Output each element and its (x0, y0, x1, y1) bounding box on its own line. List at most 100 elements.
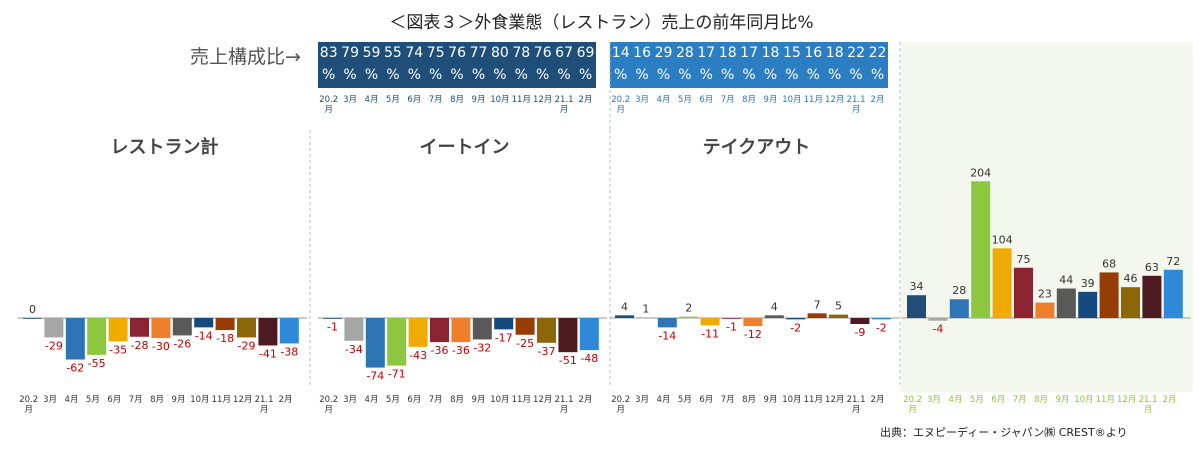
bar (871, 318, 891, 320)
composition-value: 76 (533, 45, 552, 61)
composition-value: 75 (426, 45, 445, 61)
percent-sign: % (656, 67, 671, 83)
bar (537, 318, 556, 343)
bar (722, 318, 741, 319)
bottom-month-label: 9月 (171, 395, 186, 405)
percent-sign: % (699, 67, 713, 83)
composition-cell: 18% (824, 42, 846, 88)
percent-sign: % (849, 67, 863, 83)
bar (194, 318, 214, 328)
composition-value: 76 (448, 45, 466, 61)
data-label: 1 (642, 302, 649, 315)
bottom-month-label: 4月 (948, 395, 963, 405)
composition-value: 17 (740, 45, 758, 61)
data-label: -1 (327, 321, 338, 334)
bottom-month-label: 10月 (782, 395, 802, 405)
bottom-month-label: 12月 (1117, 395, 1137, 405)
strip-month-label: 12月 (533, 95, 553, 105)
data-label: 204 (970, 166, 991, 179)
composition-value: 29 (654, 45, 673, 61)
bottom-month-label: 5月 (677, 395, 692, 405)
bottom-month-label: 20.2月 (903, 395, 923, 415)
data-label: -12 (744, 328, 762, 341)
bottom-month-label: 11月 (511, 395, 531, 405)
bar (949, 299, 969, 318)
composition-cell: 17% (695, 42, 717, 88)
data-label: -34 (345, 343, 363, 356)
bottom-month-label: 6月 (991, 395, 1006, 405)
composition-cell: 78% (510, 42, 532, 88)
bar (430, 318, 449, 343)
composition-cell: 55% (382, 42, 404, 88)
bottom-month-label: 21.1月 (254, 395, 274, 415)
composition-cell: 14% (610, 42, 632, 88)
bottom-month-label: 6月 (107, 395, 122, 405)
data-label: 46 (1124, 272, 1138, 285)
percent-sign: % (557, 67, 571, 83)
strip-month-label: 12月 (825, 95, 845, 105)
data-label: -48 (580, 352, 598, 365)
bottom-month-label: 4月 (64, 395, 79, 405)
composition-cell: 29% (652, 42, 675, 88)
panel-title: レストラン計 (110, 137, 219, 158)
bottom-month-label: 3月 (343, 395, 358, 405)
bottom-month-label: 9月 (763, 395, 778, 405)
bottom-month-label: 5月 (385, 395, 400, 405)
data-label: 63 (1145, 261, 1159, 274)
bar (657, 318, 677, 328)
bar (786, 318, 806, 320)
bottom-month-label: 11月 (803, 395, 823, 405)
composition-cell: 79% (339, 42, 361, 88)
bar (1163, 269, 1183, 318)
bottom-month-label: 20.2月 (611, 395, 631, 415)
composition-cell: 77% (467, 42, 490, 88)
bottom-month-label: 2月 (578, 395, 593, 405)
data-label: 23 (1038, 288, 1052, 301)
bar (764, 315, 784, 318)
bar (928, 318, 948, 321)
bottom-month-label: 6月 (407, 395, 422, 405)
bar (472, 318, 492, 340)
bottom-month-label: 2月 (1162, 395, 1177, 405)
data-label: 5 (835, 300, 842, 313)
bar (87, 318, 107, 355)
bottom-month-label: 11月 (211, 395, 231, 405)
strip-month-label: 6月 (407, 95, 422, 105)
composition-value: 74 (405, 45, 424, 61)
bottom-month-label: 12月 (825, 395, 845, 405)
bar (108, 318, 128, 342)
percent-sign: % (493, 67, 507, 83)
data-label: -41 (259, 347, 277, 360)
data-label: 34 (910, 280, 924, 293)
composition-cell: 18% (717, 42, 739, 88)
chart-title: ＜図表３＞外食業態（レストラン）売上の前年同月比% (389, 13, 814, 33)
bar (494, 318, 514, 330)
bar (279, 318, 299, 344)
bar (1035, 302, 1055, 318)
composition-value: 77 (469, 45, 488, 61)
bottom-month-label: 7月 (1012, 395, 1027, 405)
percent-sign: % (407, 67, 421, 83)
data-label: -28 (131, 339, 149, 352)
percent-sign: % (471, 67, 486, 83)
data-label: 4 (621, 300, 628, 313)
bottom-month-label: 5月 (85, 395, 100, 405)
strip-month-label: 20.2月 (611, 95, 631, 115)
data-label: -4 (932, 323, 943, 336)
strip-month-label: 11月 (511, 95, 531, 105)
strip-month-label: 10月 (490, 95, 510, 105)
bar (323, 318, 342, 319)
composition-value: 55 (383, 45, 402, 61)
bar (579, 318, 599, 351)
percent-sign: % (870, 67, 885, 83)
composition-value: 17 (697, 45, 716, 61)
data-label: -74 (366, 370, 384, 383)
data-label: -14 (658, 329, 676, 342)
data-label: -25 (516, 337, 534, 350)
delivery-panel-bg (901, 42, 1193, 392)
bottom-month-label: 9月 (1055, 395, 1070, 405)
percent-sign: % (514, 67, 528, 83)
composition-value: 22 (868, 45, 887, 61)
data-label: -36 (431, 344, 449, 357)
